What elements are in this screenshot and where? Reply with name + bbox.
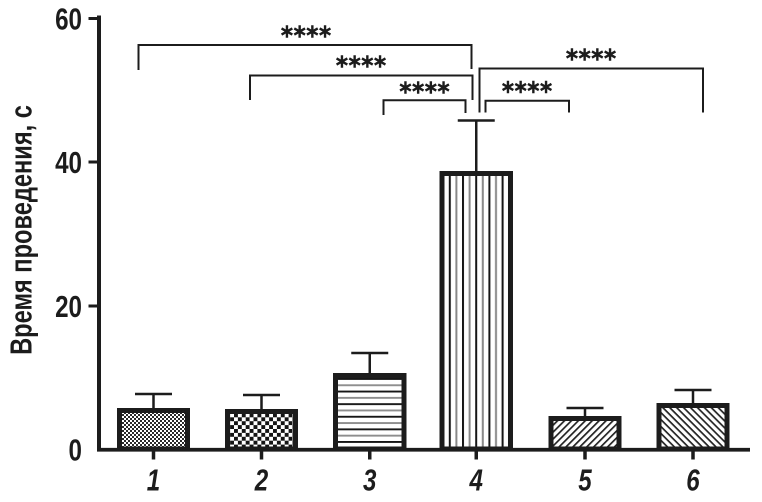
svg-text:4: 4 xyxy=(469,463,483,498)
svg-text:Время проведения, с: Время проведения, с xyxy=(3,105,38,355)
svg-text:1: 1 xyxy=(147,463,160,498)
svg-text:2: 2 xyxy=(254,463,269,498)
svg-text:40: 40 xyxy=(55,145,82,180)
svg-text:6: 6 xyxy=(686,463,700,498)
svg-text:0: 0 xyxy=(69,433,82,468)
svg-text:3: 3 xyxy=(363,463,377,498)
svg-text:20: 20 xyxy=(55,289,82,324)
svg-text:5: 5 xyxy=(578,463,592,498)
svg-text:60: 60 xyxy=(55,2,82,37)
